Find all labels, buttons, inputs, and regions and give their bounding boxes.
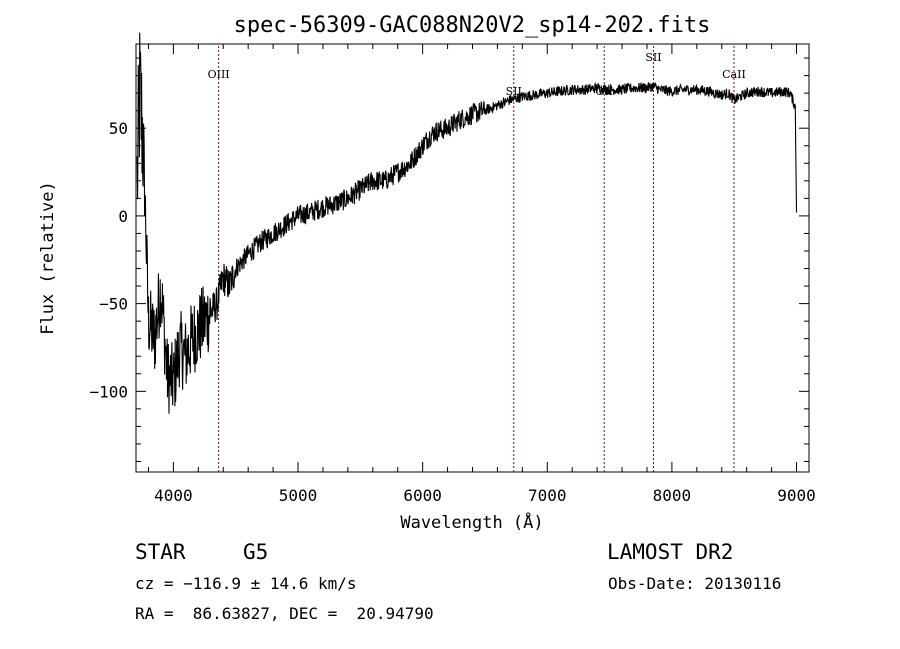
axis-ticks: 4000 5000 6000 7000 8000 9000 −100 −50 0 50 [89, 44, 816, 505]
y-tick-label: −50 [99, 295, 128, 314]
x-tick-label: 6000 [403, 486, 442, 505]
x-axis-label: Wavelength (Å) [400, 511, 543, 533]
coordinates-text: RA = 86.63827, DEC = 20.94790 [135, 604, 434, 623]
y-axis-label: Flux (relative) [38, 181, 58, 335]
y-tick-label: 0 [118, 207, 128, 226]
plot-frame [135, 43, 810, 473]
y-tick-label: 50 [109, 119, 128, 138]
chart-title: spec-56309-GAC088N20V2_sp14-202.fits [234, 13, 711, 38]
y-tick-label: −100 [89, 382, 128, 401]
spectrum-line [136, 32, 798, 414]
obs-date-text: Obs-Date: 20130116 [608, 574, 782, 593]
x-tick-label: 5000 [279, 486, 318, 505]
x-tick-label: 4000 [154, 486, 193, 505]
x-tick-label: 9000 [777, 486, 816, 505]
redshift-text: cz = −116.9 ± 14.6 km/s [135, 574, 357, 593]
line-marker-label: SII [645, 51, 661, 64]
x-tick-label: 7000 [528, 486, 567, 505]
survey-label: LAMOST DR2 [607, 540, 734, 564]
line-marker-label: CaII [722, 68, 746, 81]
subclass-label: G5 [243, 540, 269, 564]
line-marker-label: OIII [208, 68, 230, 81]
x-tick-label: 8000 [653, 486, 692, 505]
class-label: STAR [135, 540, 186, 564]
